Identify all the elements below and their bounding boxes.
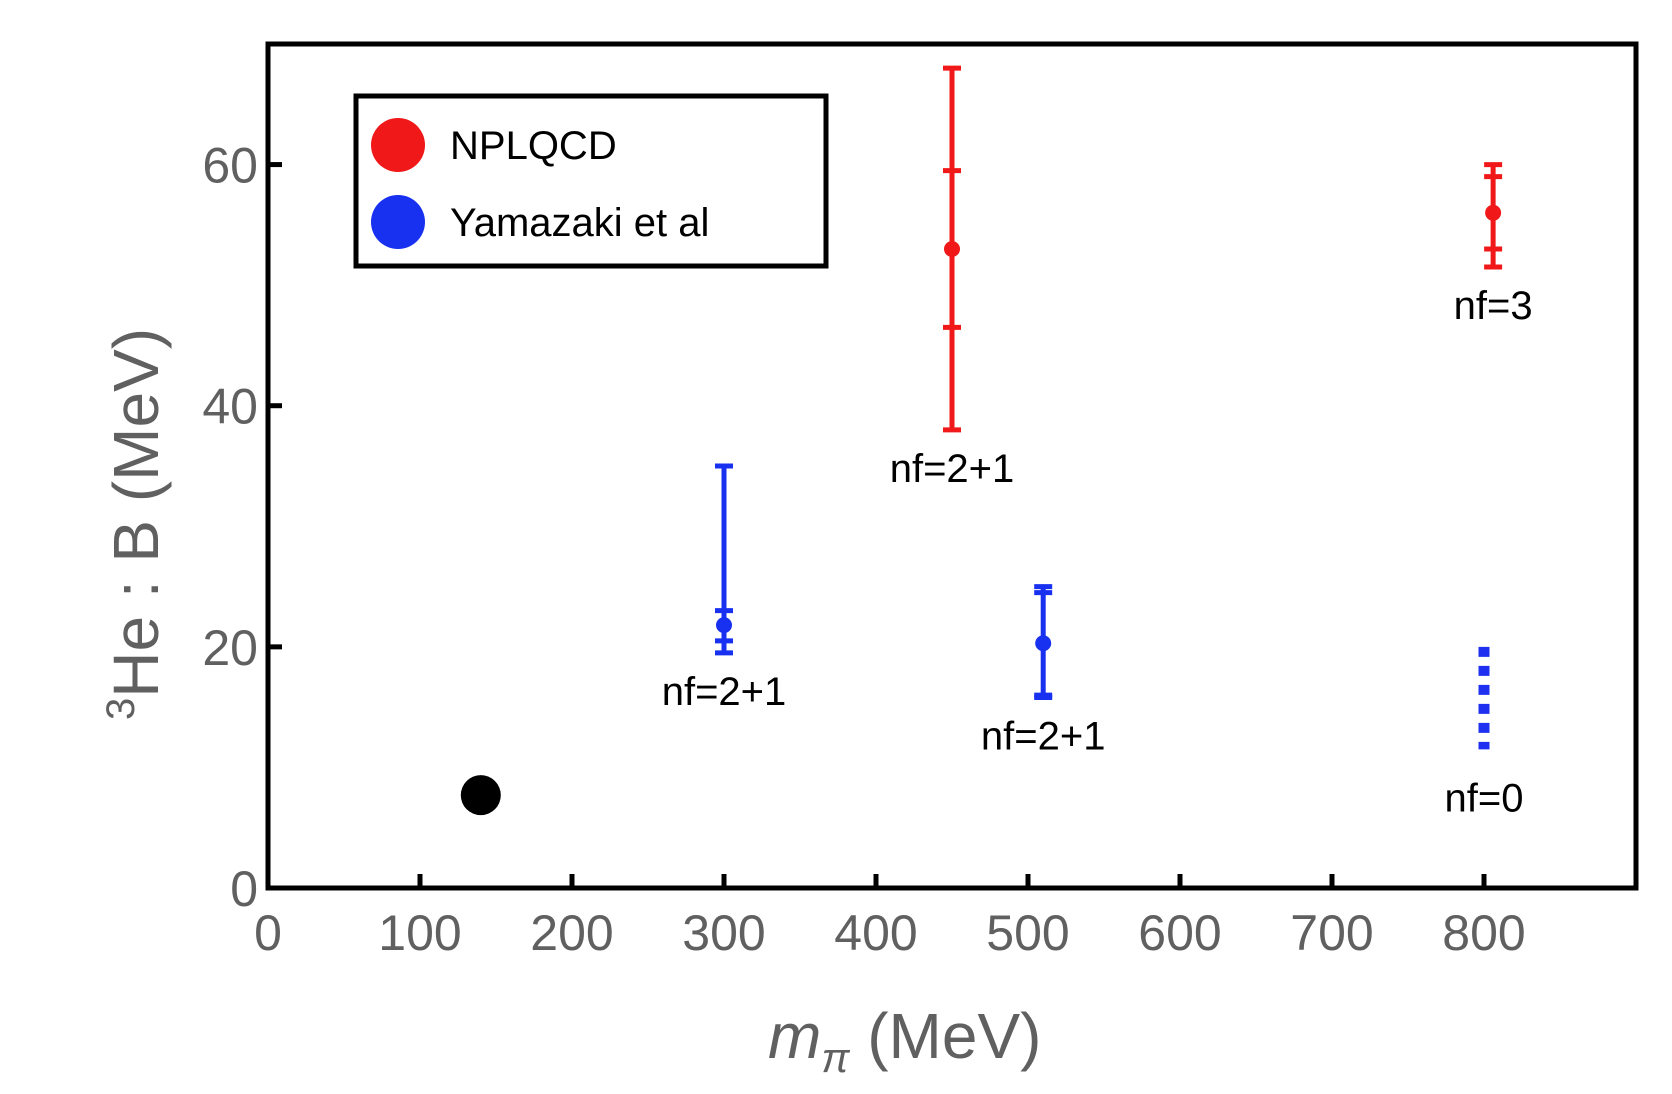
plot-frame — [265, 41, 1639, 891]
x-tick-label: 200 — [530, 905, 613, 961]
x-tick-label: 300 — [682, 905, 765, 961]
x-axis-title-subscript: π — [821, 1034, 850, 1081]
physical-point-marker — [460, 775, 501, 816]
legend-marker-yamazaki — [371, 195, 425, 249]
point-annotation: nf=3 — [1454, 284, 1533, 328]
x-tick-label: 100 — [378, 905, 461, 961]
x-tick-label: 600 — [1138, 905, 1221, 961]
data-point — [1035, 635, 1052, 652]
x-axis-title-unit: (MeV) — [849, 1000, 1041, 1072]
point-annotation: nf=0 — [1445, 776, 1524, 820]
svg-text:3He : B (MeV): 3He : B (MeV) — [99, 328, 172, 720]
data-point — [1485, 204, 1502, 221]
legend-marker-nplqcd — [371, 118, 425, 172]
point-annotation: nf=2+1 — [890, 447, 1015, 491]
x-axis-title-symbol: m — [768, 1000, 821, 1072]
y-tick-label: 40 — [202, 379, 258, 435]
legend-box — [353, 93, 829, 269]
mark-group: nf=2+1 nf=3 nf=2+1 nf=2+1 nf=0 — [460, 65, 1533, 820]
data-point — [944, 240, 960, 257]
legend-label-yamazaki: Yamazaki et al — [450, 201, 709, 245]
x-tick-label: 500 — [986, 905, 1069, 961]
y-tick-label: 20 — [202, 620, 258, 676]
y-tick-label: 60 — [202, 138, 258, 194]
legend: NPLQCD Yamazaki et al — [353, 93, 829, 269]
point-annotation: nf=2+1 — [662, 670, 787, 714]
x-axis-title: mπ (MeV) — [768, 1000, 1041, 1081]
data-point — [716, 617, 732, 634]
x-tick-label: 0 — [254, 905, 282, 961]
x-tick-label: 800 — [1442, 905, 1525, 961]
tick-group: 0 100 200 300 400 500 600 700 800 0 20 40 60 — [202, 138, 1525, 961]
x-tick-label: 400 — [834, 905, 917, 961]
y-axis-title-main: He : B (MeV) — [100, 328, 172, 698]
legend-label-nplqcd: NPLQCD — [450, 124, 617, 168]
y-tick-label: 0 — [230, 861, 258, 917]
point-annotation: nf=2+1 — [981, 714, 1106, 758]
x-tick-label: 700 — [1290, 905, 1373, 961]
y-axis-title: 3He : B (MeV) — [99, 328, 172, 720]
y-axis-title-superscript: 3 — [99, 698, 143, 720]
